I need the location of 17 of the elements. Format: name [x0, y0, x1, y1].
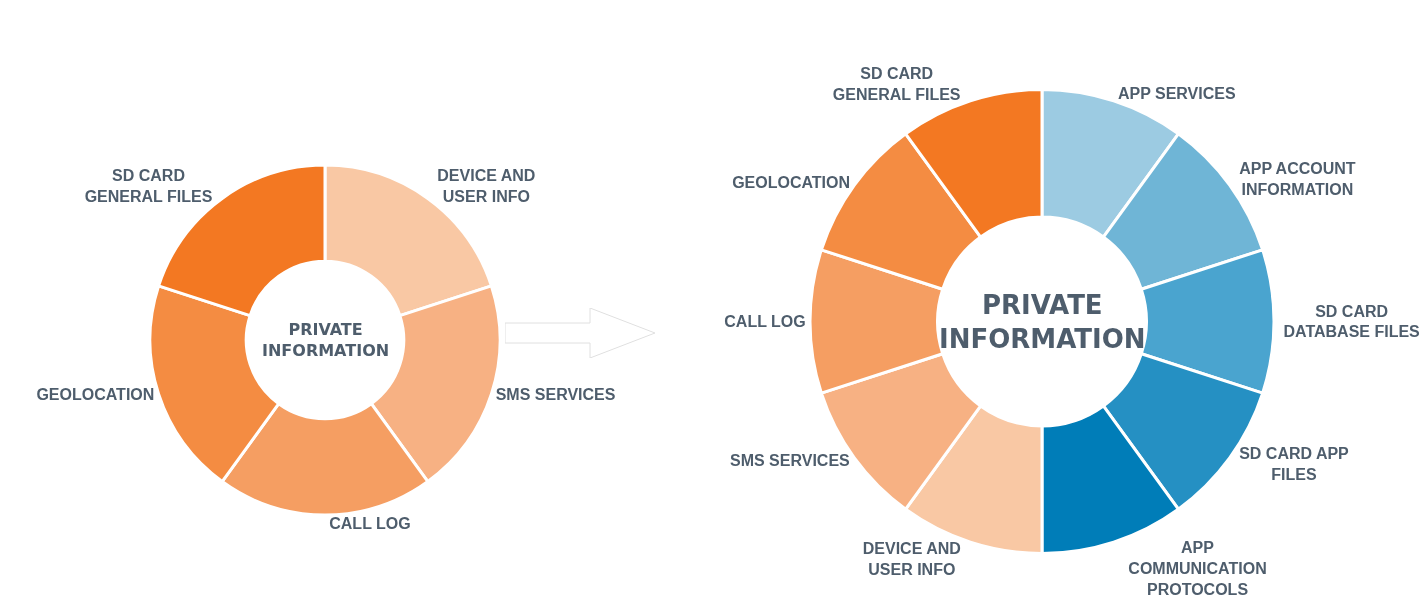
slice-label: SD CARD APP FILES — [1239, 445, 1350, 484]
slice-label: SD CARD GENERAL FILES — [84, 167, 213, 205]
slice-label: CALL LOG — [724, 313, 806, 330]
slice-label: APP COMMUNICATION PROTOCOLS — [1128, 539, 1267, 598]
slice-label: SD CARD GENERAL FILES — [832, 64, 961, 103]
slice-label: SMS SERVICES — [729, 452, 851, 470]
text: PRIVATE INFORMATION — [939, 290, 1146, 354]
slice-label: CALL LOG — [329, 515, 411, 532]
slice-label: SD CARD DATABASE FILES — [1283, 302, 1421, 341]
slice-label: GEOLOCATION — [36, 386, 155, 404]
text: PRIVATE INFORMATION — [262, 320, 390, 360]
slice-label: APP ACCOUNT INFORMATION — [1239, 159, 1356, 198]
slice-label: DEVICE AND USER INFO — [862, 540, 961, 579]
slice-label: DEVICE AND USER INFO — [437, 167, 536, 205]
slice-label: SMS SERVICES — [495, 386, 616, 404]
slice-label: GEOLOCATION — [732, 173, 851, 191]
slice-label: APP SERVICES — [1117, 84, 1236, 102]
